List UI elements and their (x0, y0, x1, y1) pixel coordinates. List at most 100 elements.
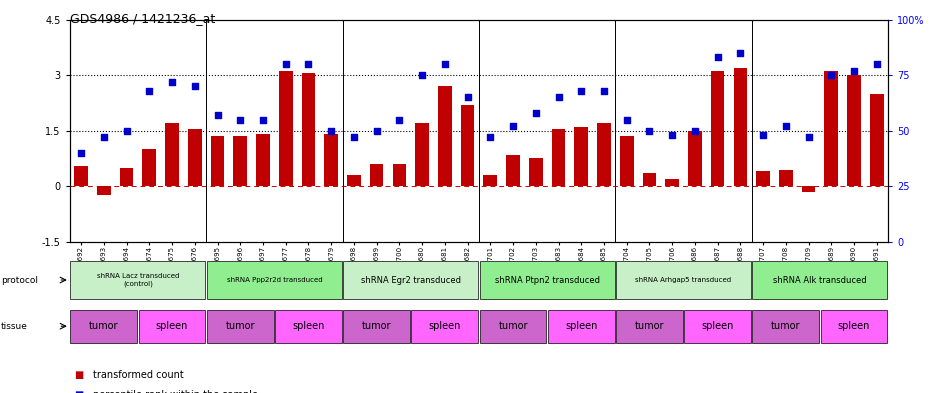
Point (596, 88, 611, 94)
Bar (620, 136, 633, 186)
Bar (325, 134, 338, 186)
Bar (734, 68, 747, 186)
Bar (233, 136, 247, 186)
Bar (779, 169, 792, 186)
Bar (71, 310, 138, 343)
Bar (74, 166, 88, 186)
Bar (756, 171, 770, 186)
Bar (551, 129, 565, 186)
Point (119, 127, 134, 134)
Text: transformed count: transformed count (93, 370, 184, 380)
Text: shRNA Alk transduced: shRNA Alk transduced (773, 275, 867, 285)
Bar (142, 149, 156, 186)
Bar (188, 129, 202, 186)
Text: tumor: tumor (771, 321, 801, 331)
Bar (506, 155, 520, 186)
Point (278, 61, 293, 67)
Bar (752, 261, 887, 299)
Text: ■: ■ (74, 370, 84, 380)
Bar (820, 310, 887, 343)
Point (870, 61, 884, 67)
Point (347, 134, 362, 140)
Text: spleen: spleen (429, 321, 461, 331)
Bar (206, 261, 342, 299)
Text: tumor: tumor (498, 321, 528, 331)
Bar (616, 310, 683, 343)
Bar (343, 261, 478, 299)
Text: tumor: tumor (225, 321, 255, 331)
Text: ■: ■ (74, 390, 84, 393)
Bar (206, 310, 273, 343)
Point (778, 123, 793, 129)
Bar (416, 123, 429, 186)
Point (256, 116, 271, 123)
Bar (343, 310, 410, 343)
Point (619, 116, 634, 123)
Point (506, 123, 521, 129)
Text: shRNA Lacz transduced
(control): shRNA Lacz transduced (control) (97, 273, 179, 287)
Text: GDS4986 / 1421236_at: GDS4986 / 1421236_at (70, 12, 215, 25)
Point (642, 127, 657, 134)
Bar (529, 158, 542, 186)
Point (187, 83, 202, 90)
Text: tissue: tissue (1, 322, 28, 331)
Bar (643, 173, 657, 186)
Bar (275, 310, 342, 343)
Point (324, 127, 339, 134)
Point (733, 50, 748, 56)
Bar (460, 105, 474, 186)
Bar (139, 310, 206, 343)
Bar (347, 175, 361, 186)
Text: tumor: tumor (634, 321, 664, 331)
Bar (480, 261, 615, 299)
Bar (548, 310, 615, 343)
Point (210, 112, 225, 118)
Bar (411, 310, 478, 343)
Point (437, 61, 452, 67)
Point (551, 94, 566, 101)
Point (369, 127, 384, 134)
Point (574, 88, 589, 94)
Point (528, 110, 543, 116)
Text: spleen: spleen (565, 321, 597, 331)
Point (142, 88, 157, 94)
Point (824, 72, 839, 78)
Bar (370, 164, 383, 186)
Point (165, 79, 179, 85)
Text: shRNA Ppp2r2d transduced: shRNA Ppp2r2d transduced (227, 277, 322, 283)
Bar (301, 73, 315, 186)
Text: protocol: protocol (1, 275, 38, 285)
Bar (870, 94, 884, 186)
Point (301, 61, 316, 67)
Point (232, 116, 247, 123)
Bar (279, 72, 293, 186)
Bar (847, 75, 861, 186)
Point (97, 134, 112, 140)
Bar (438, 86, 452, 186)
Point (483, 134, 498, 140)
Bar (802, 186, 816, 192)
Bar (120, 168, 133, 186)
Point (415, 72, 430, 78)
Bar (484, 175, 498, 186)
Text: shRNA Arhgap5 transduced: shRNA Arhgap5 transduced (635, 277, 732, 283)
Text: spleen: spleen (701, 321, 734, 331)
Bar (665, 179, 679, 186)
Text: shRNA Ptpn2 transduced: shRNA Ptpn2 transduced (495, 275, 600, 285)
Bar (256, 134, 270, 186)
Point (711, 54, 725, 61)
Text: tumor: tumor (362, 321, 392, 331)
Point (756, 132, 771, 138)
Text: spleen: spleen (292, 321, 325, 331)
Text: spleen: spleen (156, 321, 188, 331)
Bar (392, 164, 406, 186)
Point (460, 94, 475, 101)
Text: shRNA Egr2 transduced: shRNA Egr2 transduced (361, 275, 460, 285)
Text: percentile rank within the sample: percentile rank within the sample (93, 390, 258, 393)
Bar (684, 310, 751, 343)
Bar (575, 127, 588, 186)
Bar (211, 136, 224, 186)
Bar (688, 130, 702, 186)
Bar (616, 261, 751, 299)
Bar (752, 310, 819, 343)
